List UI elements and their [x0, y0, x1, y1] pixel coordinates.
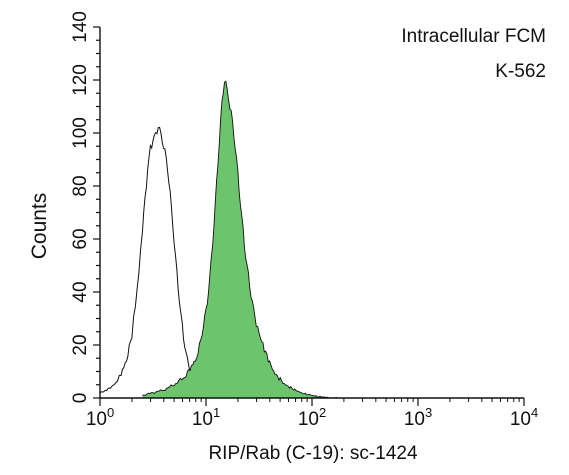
x-tick-label: 101	[192, 405, 220, 430]
x-tick-base: 10	[192, 409, 213, 430]
y-tick-label: 120	[70, 64, 91, 96]
series-filled-area	[142, 81, 344, 398]
y-ticks: 0 20 40 60 80 100 120 140	[70, 11, 100, 403]
y-tick-label: 0	[70, 393, 91, 404]
x-tick-base: 10	[86, 409, 107, 430]
annotation-method: Intracellular FCM	[401, 26, 546, 47]
x-tick-label: 104	[510, 405, 538, 430]
y-tick-label: 140	[70, 11, 91, 43]
x-tick-base: 10	[298, 409, 319, 430]
x-tick-exponent: 4	[531, 405, 538, 420]
y-tick-label: 100	[70, 117, 91, 149]
x-tick-label: 100	[86, 405, 114, 430]
x-tick-exponent: 0	[107, 405, 114, 420]
x-tick-exponent: 3	[425, 405, 432, 420]
series-filled-outline	[142, 80, 344, 399]
x-ticks: 100 101 102 103 104	[86, 398, 538, 430]
x-tick-exponent: 1	[213, 405, 220, 420]
x-tick-label: 103	[404, 405, 432, 430]
y-tick-label: 60	[70, 228, 91, 249]
annotation-cell-line: K-562	[495, 61, 546, 82]
y-axis-label: Counts	[28, 193, 51, 260]
x-axis-label: RIP/Rab (C-19): sc-1424	[208, 443, 418, 464]
y-tick-label: 80	[70, 175, 91, 196]
x-tick-base: 10	[510, 409, 531, 430]
x-tick-exponent: 2	[319, 405, 326, 420]
x-tick-base: 10	[404, 409, 425, 430]
series-layer	[99, 80, 344, 399]
x-tick-label: 102	[298, 405, 326, 430]
y-tick-label: 40	[70, 281, 91, 302]
y-tick-label: 20	[70, 334, 91, 355]
